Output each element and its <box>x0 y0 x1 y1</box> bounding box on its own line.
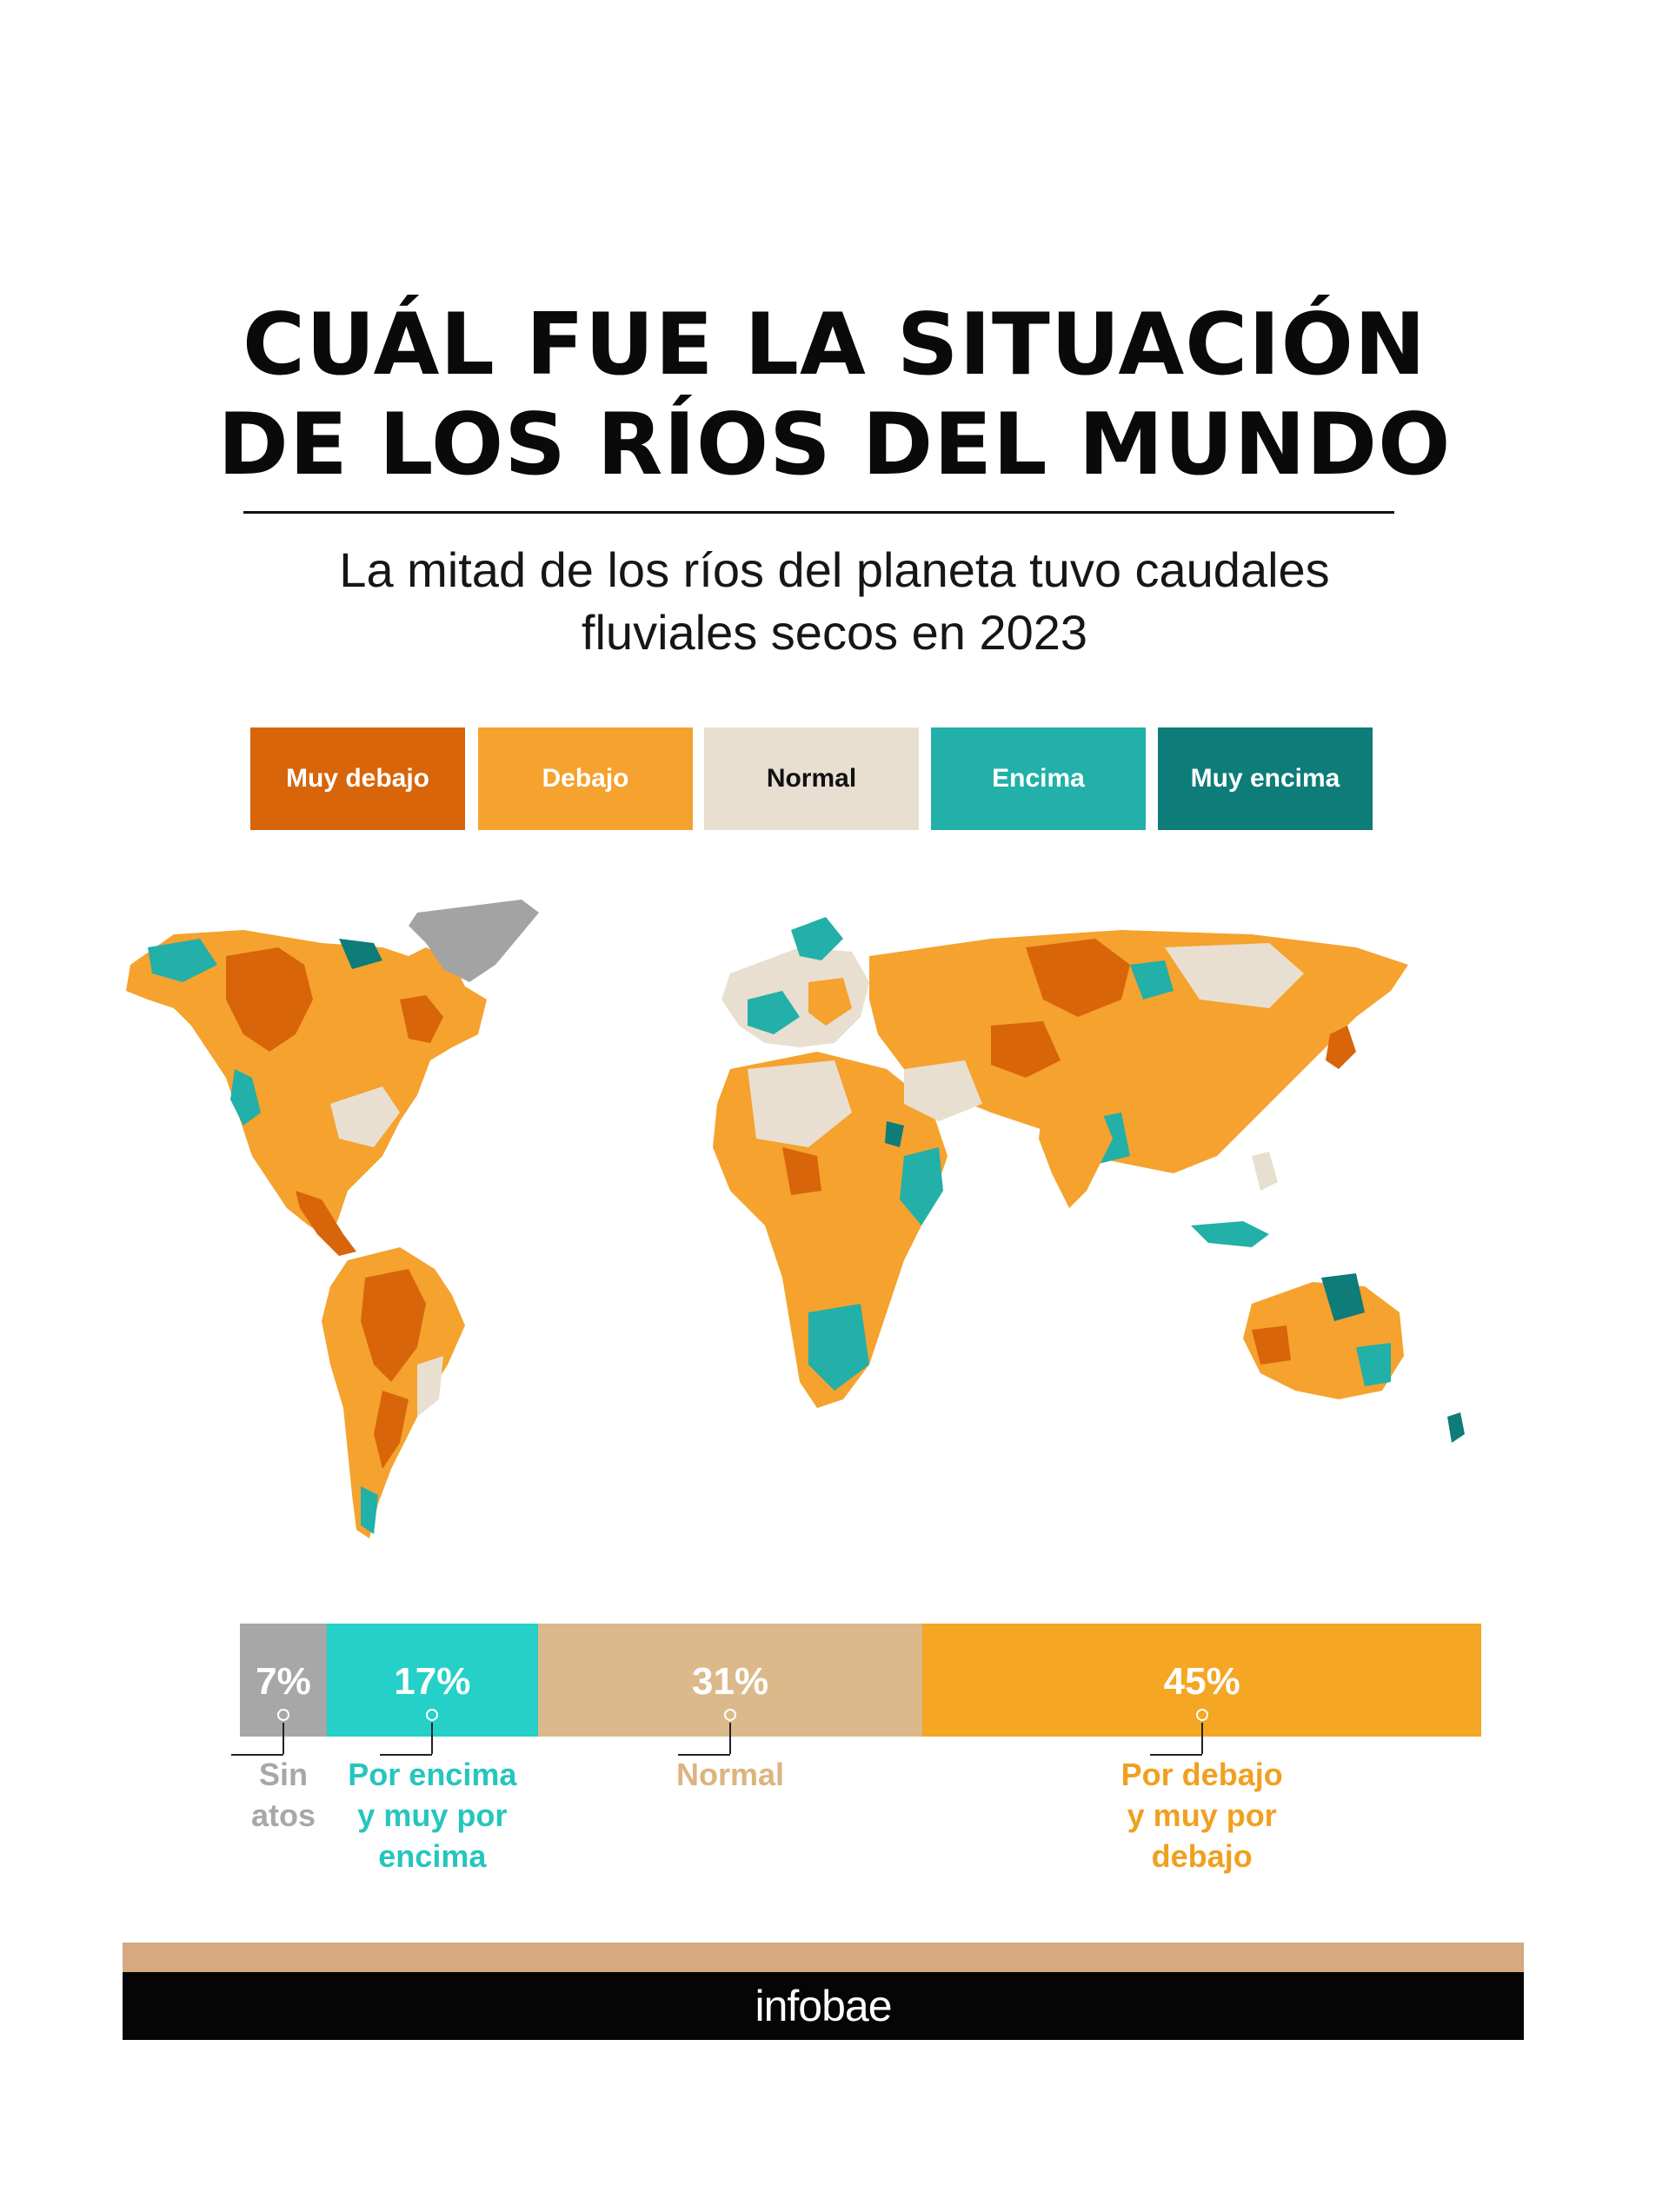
region-greenland <box>409 900 539 982</box>
region-asia-teal <box>1130 960 1174 1000</box>
leader-line <box>282 1723 284 1754</box>
region-australia-teal-2 <box>1356 1343 1391 1386</box>
region-africa-teal <box>900 1147 943 1226</box>
region-north-america-dark-2 <box>400 995 443 1043</box>
region-south-america <box>322 1247 465 1538</box>
leader-line <box>230 1754 283 1756</box>
region-europe-teal <box>748 991 800 1034</box>
region-south-america-dark <box>361 1269 426 1382</box>
map-southeast-asia <box>1191 1152 1278 1247</box>
region-central-america <box>296 1191 356 1256</box>
leader-line <box>1200 1723 1203 1754</box>
share-bar-chart: 7% 17% 31% 45% <box>240 1624 1481 1737</box>
leader-dot <box>426 1709 439 1721</box>
region-africa-beige <box>748 1060 852 1147</box>
category-label-line: y muy por <box>1127 1797 1277 1833</box>
legend-item: Encima <box>931 727 1146 830</box>
region-indonesia <box>1191 1221 1269 1247</box>
bar-value-label: 31% <box>692 1660 769 1703</box>
region-north-america-teal-2 <box>339 939 382 969</box>
region-asia-dark-2 <box>991 1021 1061 1078</box>
legend-item: Muy debajo <box>250 727 465 830</box>
region-north-america-teal-3 <box>230 1069 261 1126</box>
category-label-line: atos <box>250 1797 316 1833</box>
world-map <box>126 900 1465 1538</box>
title-line-2: DE LOS RÍOS DEL MUNDO <box>217 395 1452 495</box>
subtitle-line-2: fluviales secos en 2023 <box>581 605 1088 660</box>
category-label: Normal <box>617 1754 843 1795</box>
leader-dot <box>724 1709 737 1721</box>
region-north-america-dark <box>226 947 313 1052</box>
region-india <box>1039 1095 1113 1208</box>
category-label: Por debajo y muy por debajo <box>1089 1754 1315 1877</box>
category-label-line: y muy por <box>357 1797 508 1833</box>
subtitle: La mitad de los ríos del planeta tuvo ca… <box>0 539 1669 664</box>
category-label: Por encima y muy por encima <box>319 1754 545 1877</box>
leader-line <box>380 1754 433 1756</box>
title-line-1: CUÁL FUE LA SITUACIÓN <box>243 296 1426 395</box>
leader-line <box>729 1723 732 1754</box>
region-south-america-teal <box>361 1486 378 1534</box>
category-label-line: debajo <box>1151 1838 1253 1874</box>
bar-value-label: 7% <box>256 1660 311 1703</box>
map-australia <box>1243 1273 1465 1443</box>
region-australia-teal <box>1321 1273 1365 1321</box>
leader-dot <box>1195 1709 1208 1721</box>
region-north-america-beige <box>330 1086 400 1147</box>
page-title: CUÁL FUE LA SITUACIÓN DE LOS RÍOS DEL MU… <box>0 296 1669 495</box>
map-north-america <box>126 930 487 1256</box>
region-japan <box>1326 1026 1356 1069</box>
leader-line <box>431 1723 434 1754</box>
region-philippines <box>1252 1152 1278 1191</box>
leader-dot <box>276 1709 289 1721</box>
legend-item: Debajo <box>478 727 693 830</box>
category-label-line: encima <box>378 1838 487 1874</box>
leader-line <box>678 1754 731 1756</box>
footer-accent-strip <box>123 1943 1524 1972</box>
region-africa-dark <box>782 1147 821 1195</box>
region-africa-dark-teal <box>885 1121 904 1147</box>
bar-value-label: 17% <box>394 1660 471 1703</box>
footer: infobae <box>123 1972 1524 2040</box>
region-europe-orange <box>808 978 852 1026</box>
map-asia <box>869 930 1408 1208</box>
brand-logo: infobae <box>755 1982 892 2030</box>
region-north-america <box>126 930 487 1239</box>
map-greenland <box>409 900 539 982</box>
map-africa <box>713 1052 948 1408</box>
bar-value-label: 45% <box>1163 1660 1240 1703</box>
legend-item: Normal <box>704 727 919 830</box>
category-label-line: Sin <box>258 1757 308 1792</box>
title-divider <box>243 511 1394 514</box>
legend-item: Muy encima <box>1158 727 1373 830</box>
region-north-america-teal <box>148 939 217 982</box>
category-label-line: Por debajo <box>1120 1757 1283 1792</box>
region-south-america-dark-2 <box>374 1391 409 1469</box>
region-africa-teal-2 <box>808 1304 869 1391</box>
region-scandinavia <box>791 917 843 960</box>
region-asia-beige <box>1165 943 1304 1008</box>
region-new-zealand <box>1447 1412 1465 1443</box>
region-asia-beige-2 <box>904 1060 982 1121</box>
region-south-america-beige <box>417 1356 443 1417</box>
region-asia-dark <box>1026 939 1130 1017</box>
map-south-america <box>322 1247 465 1538</box>
map-europe <box>721 917 869 1047</box>
region-australia-dark <box>1252 1325 1291 1365</box>
category-label-line: Normal <box>676 1757 785 1792</box>
category-label: Sin atos <box>170 1754 396 1836</box>
leader-line <box>1149 1754 1202 1756</box>
category-label-line: Por encima <box>348 1757 517 1792</box>
subtitle-line-1: La mitad de los ríos del planeta tuvo ca… <box>339 542 1330 597</box>
